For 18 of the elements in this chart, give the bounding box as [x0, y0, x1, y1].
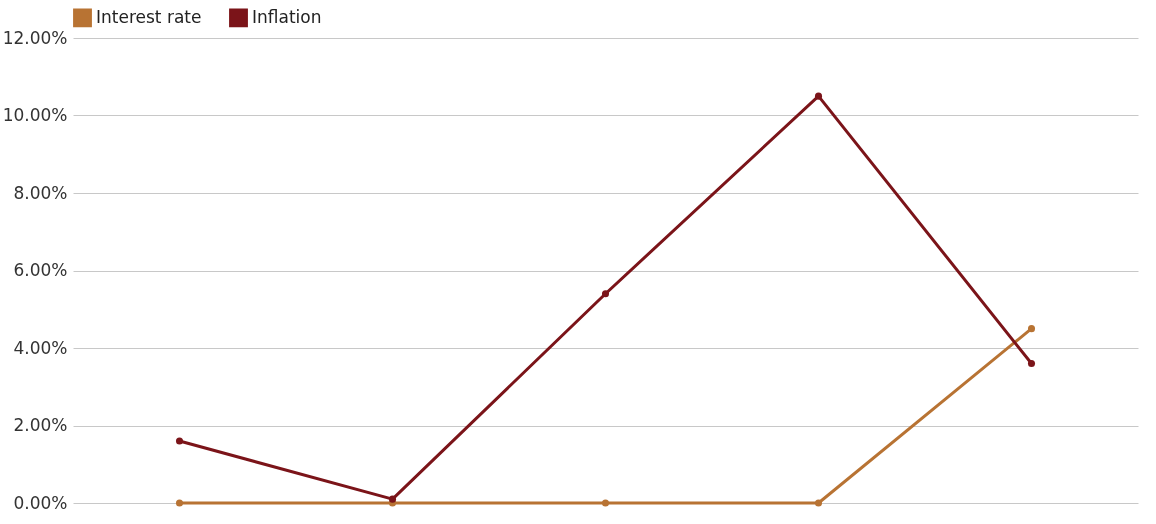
y-tick-label: 6.00% [13, 260, 68, 280]
y-tick-label: 4.00% [13, 337, 68, 358]
point [388, 495, 397, 503]
y-tick-label: 10.00% [2, 105, 68, 125]
y-tick-label: 2.00% [13, 415, 68, 435]
point [1027, 325, 1036, 333]
legend-label: Interest rate [96, 6, 202, 27]
point [601, 290, 610, 298]
point [601, 499, 610, 507]
y-tick-label: 12.00% [2, 27, 68, 48]
point [1027, 359, 1036, 368]
y-tick-label: 0.00% [13, 492, 68, 513]
y-tick-label: 8.00% [13, 182, 68, 203]
point [175, 437, 184, 445]
legend-label: Inflation [252, 6, 322, 27]
point [814, 92, 823, 100]
point [175, 499, 184, 507]
point [814, 499, 823, 507]
